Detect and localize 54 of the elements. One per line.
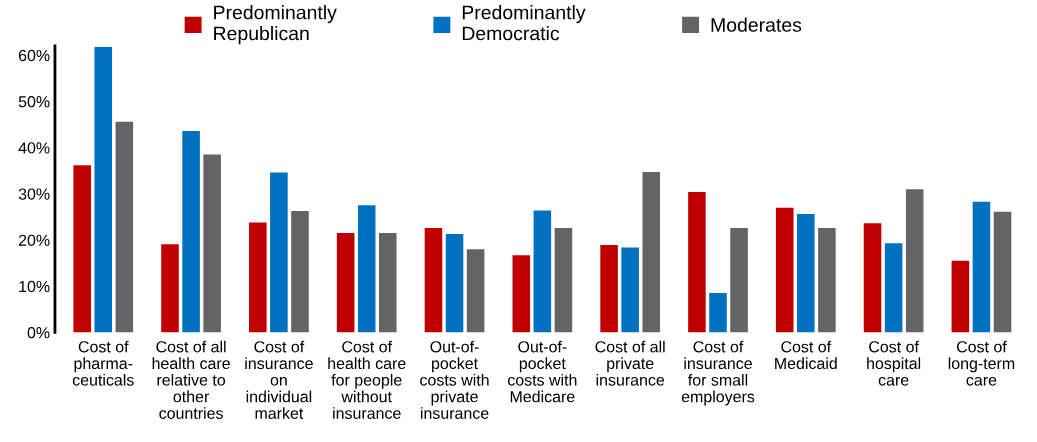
bar <box>554 227 573 333</box>
bar <box>993 211 1012 333</box>
bar <box>203 154 221 333</box>
bar <box>688 191 706 333</box>
bar <box>600 245 618 333</box>
bar <box>642 172 661 333</box>
x-tick-label: Cost of hospital care <box>867 340 921 386</box>
x-tick-label: Out-of- pocket costs with Medicare <box>507 340 577 403</box>
bar <box>863 223 882 333</box>
legend-label: Predominantly Democratic <box>462 5 586 41</box>
x-tick-label: Cost of health care for people without insurance <box>328 340 406 419</box>
y-tick-label: 30% <box>18 188 50 200</box>
y-tick-label: 40% <box>18 142 50 154</box>
bar <box>730 227 748 333</box>
bar <box>336 233 355 333</box>
x-tick-label: Cost of insurance on individual market <box>245 340 313 419</box>
bar <box>466 249 485 333</box>
bar <box>512 255 531 333</box>
bar <box>249 222 267 333</box>
legend-label: Moderates <box>711 17 802 32</box>
x-tick-label: Cost of insurance for small employers <box>681 340 755 406</box>
bar <box>161 244 179 333</box>
bar <box>533 210 552 333</box>
bar <box>94 46 113 333</box>
bar <box>775 207 794 333</box>
bar <box>379 233 397 333</box>
bar <box>445 233 464 333</box>
bar <box>357 205 376 333</box>
bar <box>709 293 727 333</box>
y-tick-label: 60% <box>18 49 50 62</box>
x-tick-label: Out-of- pocket costs with private insurance <box>420 340 489 419</box>
bar <box>797 214 815 333</box>
bar <box>972 201 991 333</box>
bar <box>270 172 288 333</box>
x-tick-label: Cost of all private insurance <box>595 340 665 386</box>
x-tick-label: Cost of Medicaid <box>775 340 837 370</box>
bar <box>73 165 91 333</box>
x-tick-label: Cost of all health care relative to other countries <box>152 340 230 419</box>
x-tick-label: Cost of long-term care <box>948 340 1015 386</box>
legend-label: Predominantly Republican <box>214 5 337 45</box>
y-tick-label: 0% <box>27 327 50 339</box>
y-tick-label: 10% <box>19 280 50 293</box>
bar <box>951 260 970 333</box>
bar <box>182 130 200 333</box>
x-tick-label: Cost of pharma- ceuticals <box>72 340 134 386</box>
bar <box>424 227 443 333</box>
bar <box>115 121 134 333</box>
bar <box>291 210 309 333</box>
bar <box>818 227 836 333</box>
bar <box>884 243 903 333</box>
y-tick-label: 20% <box>18 234 50 246</box>
bar <box>905 189 924 333</box>
bar <box>621 247 639 333</box>
y-tick-label: 50% <box>18 96 50 108</box>
